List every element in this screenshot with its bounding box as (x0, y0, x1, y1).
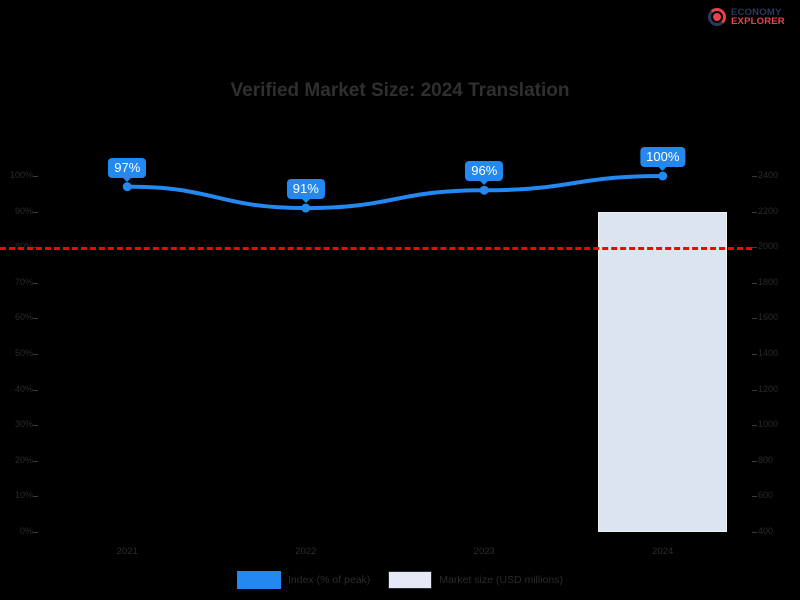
y-axis-left-tickmark (33, 282, 38, 284)
circle-swoosh-icon (706, 6, 728, 28)
x-axis-tick: 2021 (116, 546, 138, 557)
x-axis-tick: 2023 (473, 546, 495, 557)
line-data-point (479, 185, 489, 195)
y-axis-right-tick: 2400 (758, 170, 779, 180)
legend-swatch-area (388, 571, 433, 589)
line-data-point (301, 203, 311, 213)
y-axis-right-tickmark (752, 389, 757, 391)
y-axis-right-tick: 1400 (758, 348, 779, 358)
reference-line (0, 247, 752, 251)
y-axis-left-tickmark (33, 354, 38, 355)
y-axis-right-tickmark (752, 425, 757, 427)
logo-ring (708, 8, 726, 26)
y-axis-right-tick: 1200 (758, 383, 779, 394)
y-axis-right-tickmark (752, 354, 757, 355)
data-label: 96% (465, 161, 504, 186)
y-axis-left-tickmark (33, 176, 38, 177)
y-axis-left-tickmark (33, 211, 38, 213)
line-data-point (658, 171, 668, 181)
line-series (122, 171, 668, 213)
y-axis-left-tick: 100% (9, 170, 33, 180)
y-axis-right-tick: 1000 (758, 419, 779, 430)
y-axis-right-tickmark (752, 460, 757, 462)
y-axis-right-tick: 600 (758, 490, 774, 501)
y-axis-left-tick: 10% (14, 490, 33, 501)
legend-item[interactable]: Index (% of peak) (237, 571, 370, 589)
y-axis-left-tick: 40% (14, 383, 33, 394)
y-axis-right-tickmark (752, 282, 757, 284)
line-path (125, 174, 665, 211)
y-axis-left-tickmark (33, 460, 38, 462)
y-axis-left-tick: 0% (19, 526, 33, 536)
y-axis-right-tick: 2200 (758, 205, 779, 216)
chart-title: Verified Market Size: 2024 Translation (230, 80, 570, 101)
bar (598, 211, 727, 532)
legend-label: Market size (USD millions) (439, 574, 563, 586)
y-axis-left-tick: 20% (14, 454, 33, 465)
y-axis-left-tick: 70% (14, 276, 33, 287)
y-axis-right-tickmark (752, 532, 757, 533)
y-axis-left-tick: 60% (14, 312, 33, 323)
y-axis-left-tick: 90% (14, 205, 33, 216)
data-label: 100% (640, 147, 686, 171)
line-data-point (122, 182, 132, 192)
y-axis-right-tickmark (752, 318, 757, 320)
y-axis-left-tick: 80% (14, 241, 33, 252)
logo-dot (713, 13, 721, 21)
brand-logo: ECONOMY EXPLORER (706, 4, 796, 30)
y-axis-right-tick: 1600 (758, 312, 779, 323)
y-axis-right-tick: 800 (758, 454, 774, 465)
logo-line-2: EXPLORER (731, 16, 785, 27)
y-axis-right-tickmark (752, 247, 757, 249)
y-axis-left-tickmark (33, 318, 38, 320)
y-axis-left-tickmark (33, 425, 38, 427)
legend-label: Index (% of peak) (288, 574, 371, 586)
y-axis-right-tickmark (752, 176, 757, 177)
y-axis-left-tickmark (33, 389, 38, 391)
plot-area: 100% 90% 80% 70% 60% 50% 40% 30% 20% 10% 0% 2400 22… (0, 140, 778, 557)
legend-item[interactable]: Market size (USD millions) (388, 571, 563, 589)
y-axis-right-tick: 2000 (758, 241, 779, 252)
y-axis-left-tick: 30% (14, 419, 33, 430)
y-axis-left-tick: 50% (14, 348, 33, 358)
y-axis-right-tick: 400 (758, 526, 774, 536)
logo-line-1: ECONOMY (731, 6, 782, 18)
data-label: 91% (286, 179, 325, 204)
x-axis-tick: 2024 (652, 546, 674, 557)
y-axis-right-tickmark (752, 496, 757, 498)
legend-swatch-line (237, 571, 281, 589)
chart-legend: Index (% of peak) Market size (USD millio… (0, 571, 800, 589)
y-axis-left-tickmark (33, 496, 38, 498)
y-axis-left-tickmark (33, 532, 38, 533)
logo-wordmark: ECONOMY EXPLORER (731, 6, 785, 27)
x-axis-tick: 2022 (295, 546, 317, 557)
y-axis-right-tick: 1800 (758, 276, 779, 287)
data-label: 97% (108, 157, 147, 182)
y-axis-right-tickmark (752, 211, 757, 213)
